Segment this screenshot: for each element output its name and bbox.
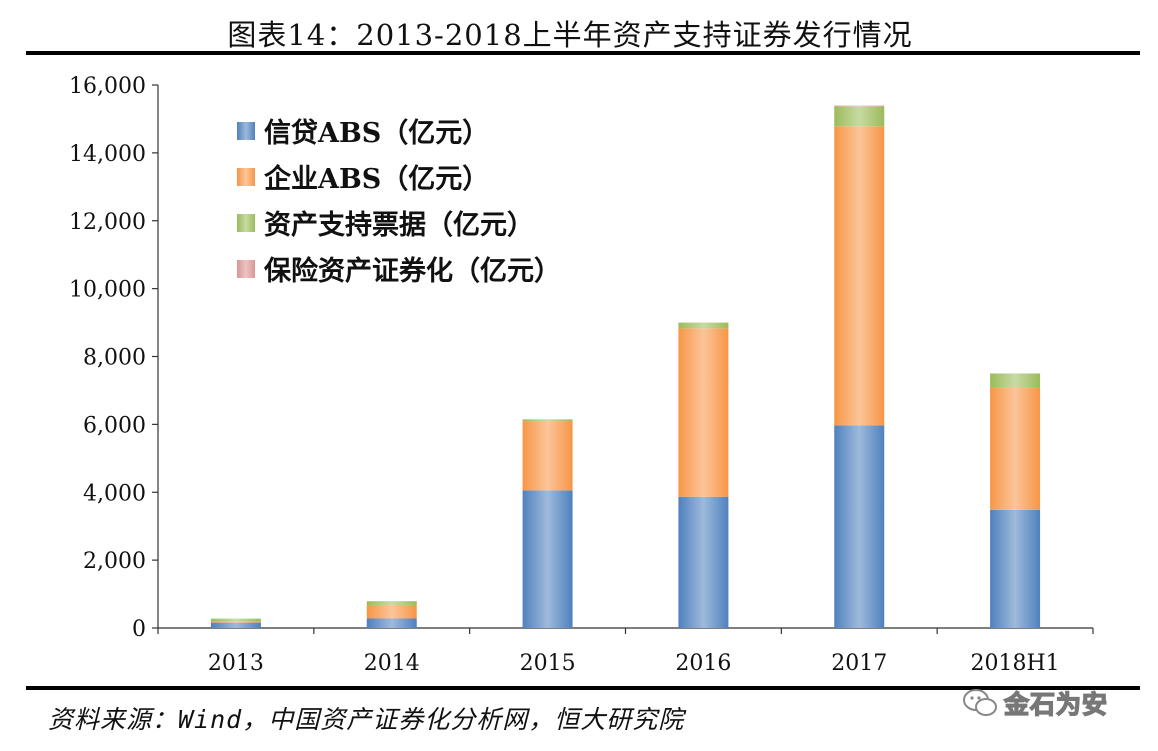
chart-title: 图表14：2013-2018上半年资产支持证券发行情况 bbox=[227, 18, 913, 52]
bar-segment-2018H1-2 bbox=[990, 373, 1041, 388]
bar-segment-2013-2 bbox=[210, 618, 261, 622]
bar-segment-2018H1-0 bbox=[990, 509, 1041, 628]
legend-label: 企业ABS（亿元） bbox=[264, 163, 489, 195]
y-tick-label: 0 bbox=[132, 617, 146, 642]
y-tick-label: 4,000 bbox=[83, 481, 146, 506]
footer-rule bbox=[26, 686, 1140, 690]
wechat-icon bbox=[963, 689, 997, 716]
bar-segment-2017-1 bbox=[834, 126, 885, 426]
y-tick-label: 16,000 bbox=[69, 74, 146, 99]
bar-segment-2017-3 bbox=[834, 105, 885, 107]
title-underline bbox=[26, 51, 1140, 55]
bar-segment-2015-2 bbox=[522, 419, 573, 422]
y-tick-label: 2,000 bbox=[83, 549, 146, 574]
legend-swatch bbox=[237, 214, 255, 232]
bar-segment-2013-0 bbox=[210, 622, 261, 628]
legend-swatch bbox=[237, 168, 255, 186]
x-tick-label: 2016 bbox=[675, 651, 731, 676]
x-tick-label: 2015 bbox=[520, 651, 576, 676]
x-tick-label: 2013 bbox=[208, 651, 264, 676]
y-tick-label: 8,000 bbox=[83, 346, 146, 371]
y-tick-label: 12,000 bbox=[69, 210, 146, 235]
bars bbox=[210, 105, 1041, 628]
bar-segment-2015-1 bbox=[522, 421, 573, 491]
legend-label: 资产支持票据（亿元） bbox=[264, 210, 534, 241]
legend-swatch bbox=[237, 122, 255, 140]
bar-segment-2013-1 bbox=[210, 621, 261, 623]
y-tick-label: 14,000 bbox=[69, 142, 146, 167]
legend-label: 保险资产证券化（亿元） bbox=[263, 255, 561, 287]
bar-segment-2017-0 bbox=[834, 425, 885, 628]
bar-segment-2015-0 bbox=[522, 490, 573, 628]
bar-segment-2014-1 bbox=[366, 604, 417, 619]
watermark: 金石为安 bbox=[962, 683, 1108, 723]
axes bbox=[152, 84, 1094, 634]
legend-label: 信贷ABS（亿元） bbox=[264, 118, 489, 149]
legend: 信贷ABS（亿元） 企业ABS（亿元） 资产支持票据（亿元） 保险资产证券化（亿元） bbox=[237, 118, 561, 287]
bar-segment-2018H1-1 bbox=[990, 387, 1041, 510]
x-tick-label: 2014 bbox=[364, 651, 420, 676]
watermark-text: 金石为安 bbox=[1003, 689, 1109, 719]
source-note: 资料来源：Wind，中国资产证券化分析网，恒大研究院 bbox=[48, 705, 685, 734]
bar-segment-2014-2 bbox=[366, 601, 417, 605]
tick-labels: 0 2,000 4,000 6,000 8,000 10,000 12,000 14,000 1… bbox=[69, 74, 1060, 676]
bar-segment-2014-0 bbox=[366, 618, 417, 628]
bar-segment-2017-2 bbox=[834, 106, 885, 127]
legend-swatch bbox=[237, 260, 255, 278]
x-tick-label: 2017 bbox=[831, 651, 887, 676]
y-tick-label: 6,000 bbox=[83, 413, 146, 438]
bar-segment-2016-1 bbox=[678, 328, 729, 497]
bar-segment-2016-2 bbox=[678, 322, 729, 329]
y-tick-label: 10,000 bbox=[69, 278, 146, 303]
x-tick-label: 2018H1 bbox=[970, 651, 1059, 676]
bar-segment-2016-0 bbox=[678, 496, 729, 628]
